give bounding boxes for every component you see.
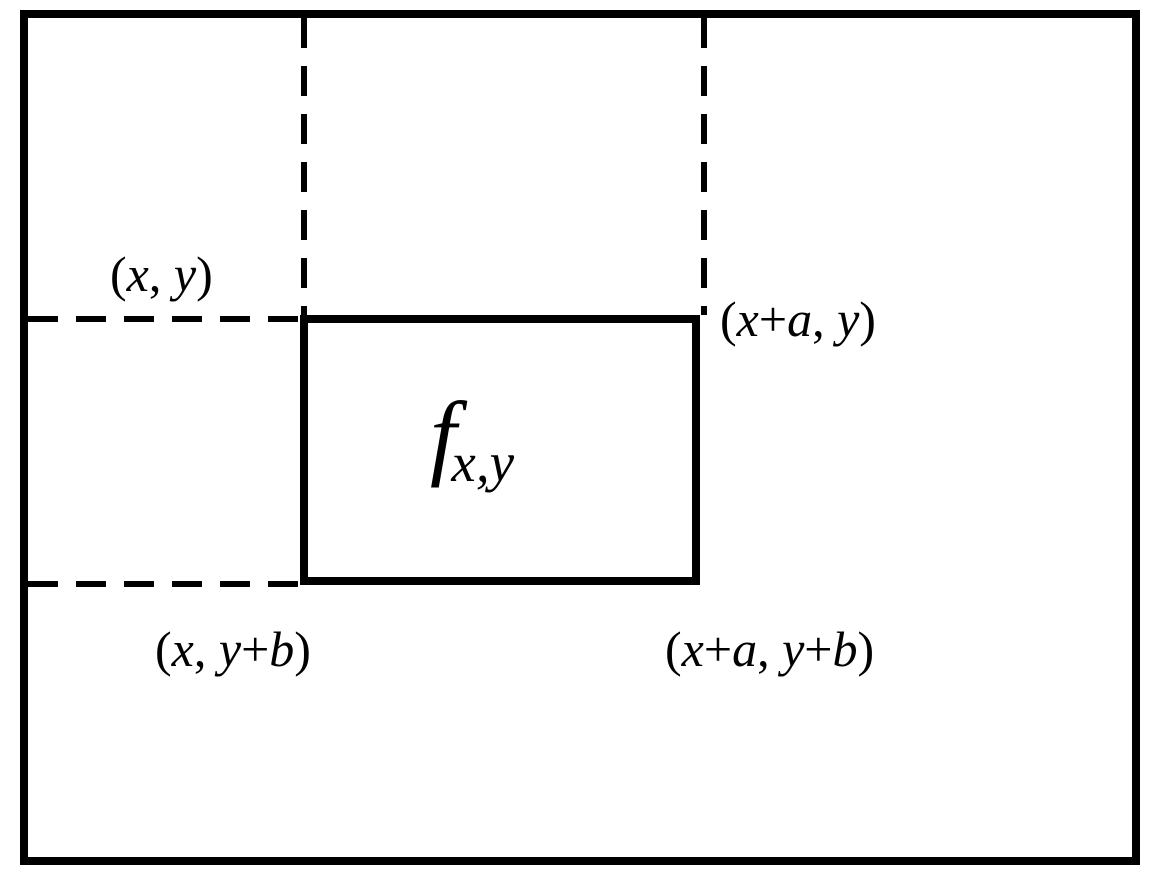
var-y: y [837,291,859,347]
dashed-line-vertical-right [701,18,707,315]
var-b: b [269,621,294,677]
var-x: x [737,291,759,347]
var-a: a [732,621,757,677]
var-y: y [219,621,241,677]
dashed-line-horizontal-bottom [28,581,300,587]
var-b: b [832,621,857,677]
label-top-right: (x+a, y) [720,290,876,348]
var-y: y [174,246,196,302]
var-x: x [127,246,149,302]
var-y: y [782,621,804,677]
label-center-function: fx,y [430,380,519,490]
label-top-left: (x, y) [110,245,213,303]
dashed-line-vertical-left [301,18,307,315]
var-a: a [787,291,812,347]
var-x: x [682,621,704,677]
label-bottom-right: (x+a, y+b) [665,620,874,678]
var-x: x [172,621,194,677]
function-subscript: x,y [451,432,514,493]
dashed-line-horizontal-top [28,316,300,322]
label-bottom-left: (x, y+b) [155,620,311,678]
